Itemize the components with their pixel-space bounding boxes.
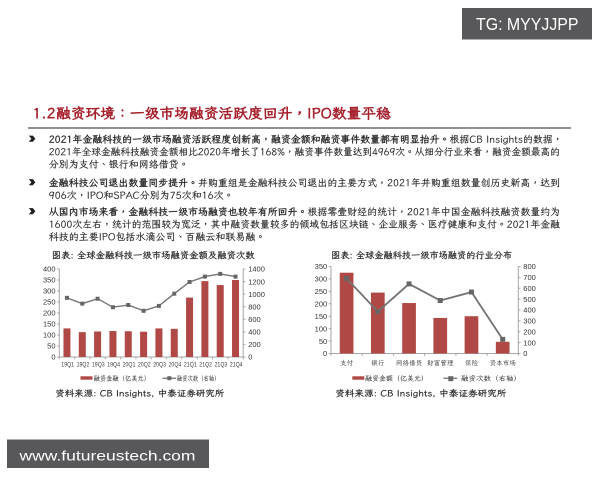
svg-text:www.futureustech.com: www.futureustech.com [18, 448, 195, 464]
svg-text:800: 800 [248, 302, 261, 311]
svg-text:150: 150 [315, 312, 328, 321]
svg-text:200: 200 [315, 300, 328, 309]
svg-text:50: 50 [319, 337, 327, 346]
svg-text:19Q3: 19Q3 [92, 362, 105, 369]
svg-text:1400: 1400 [248, 265, 265, 274]
svg-text:200: 200 [523, 327, 536, 336]
svg-text:150: 150 [43, 320, 56, 329]
svg-text:20Q3: 20Q3 [153, 362, 166, 369]
svg-text:0: 0 [523, 349, 527, 358]
svg-text:600: 600 [248, 315, 261, 324]
svg-text:300: 300 [523, 317, 536, 326]
svg-text:19Q4: 19Q4 [107, 362, 120, 369]
svg-text:0: 0 [323, 349, 327, 358]
svg-text:100: 100 [523, 338, 536, 347]
svg-text:TG: MYYJJPP: TG: MYYJJPP [476, 14, 579, 34]
svg-text:500: 500 [523, 295, 536, 304]
svg-text:20Q4: 20Q4 [169, 362, 182, 369]
svg-text:0: 0 [248, 353, 252, 362]
svg-text:1200: 1200 [248, 277, 265, 286]
svg-text:50: 50 [47, 342, 55, 351]
svg-text:400: 400 [523, 306, 536, 315]
svg-text:19Q2: 19Q2 [77, 362, 90, 369]
svg-text:300: 300 [315, 275, 328, 284]
svg-text:0: 0 [51, 353, 55, 362]
svg-text:400: 400 [248, 328, 261, 337]
svg-text:21Q3: 21Q3 [215, 362, 228, 369]
svg-text:200: 200 [43, 309, 56, 318]
svg-text:100: 100 [315, 324, 328, 333]
svg-text:1000: 1000 [248, 290, 265, 299]
svg-text:700: 700 [523, 273, 536, 282]
svg-text:100: 100 [43, 331, 56, 340]
svg-text:350: 350 [43, 276, 56, 285]
svg-text:300: 300 [43, 287, 56, 296]
svg-text:250: 250 [43, 298, 56, 307]
svg-text:21Q1: 21Q1 [184, 362, 197, 369]
svg-text:20Q1: 20Q1 [123, 362, 136, 369]
svg-text:20Q2: 20Q2 [138, 362, 151, 369]
svg-text:350: 350 [315, 262, 328, 271]
svg-text:400: 400 [43, 265, 56, 274]
svg-text:21Q2: 21Q2 [199, 362, 212, 369]
svg-text:600: 600 [523, 284, 536, 293]
svg-text:19Q1: 19Q1 [61, 362, 74, 369]
svg-text:250: 250 [315, 287, 328, 296]
svg-text:200: 200 [248, 340, 261, 349]
svg-text:800: 800 [523, 262, 536, 271]
svg-text:21Q4: 21Q4 [230, 362, 243, 369]
